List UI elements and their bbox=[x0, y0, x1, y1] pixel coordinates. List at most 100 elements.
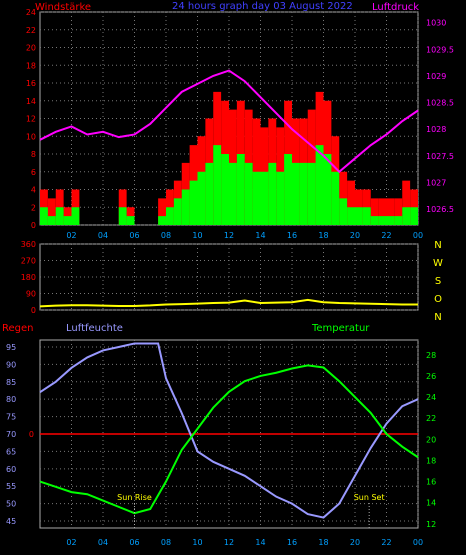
time-tick-label: 10 bbox=[192, 231, 202, 240]
wind-gust-bar bbox=[402, 207, 411, 225]
sun-set-label: Sun Set bbox=[354, 493, 385, 502]
wind-speed-bar bbox=[347, 180, 355, 225]
wind-speed-bar bbox=[158, 198, 166, 225]
temperature-tick-label: 14 bbox=[426, 499, 436, 508]
wind-gust-bar bbox=[386, 216, 395, 225]
pressure-tick-label: 1030 bbox=[426, 19, 446, 28]
wind-speed-tick-label: 24 bbox=[26, 8, 36, 17]
wind-gust-bar bbox=[205, 162, 214, 225]
wind-gust-bar bbox=[189, 180, 198, 225]
wind-gust-bar bbox=[118, 207, 127, 225]
wind-gust-bar bbox=[252, 171, 261, 225]
time-tick-label: 06 bbox=[129, 538, 139, 547]
time-tick-label: 02 bbox=[66, 538, 76, 547]
wind-gust-bar bbox=[268, 162, 277, 225]
wind-gust-bar bbox=[55, 207, 64, 225]
wind-speed-bar bbox=[47, 198, 56, 225]
wind-gust-bar bbox=[378, 216, 387, 225]
humidity-tick-label: 65 bbox=[6, 447, 16, 456]
wind-direction-tick-label: 360 bbox=[21, 240, 36, 249]
temperature-tick-label: 18 bbox=[426, 456, 436, 465]
wind-gust-bar bbox=[355, 207, 363, 225]
time-tick-label: 20 bbox=[350, 231, 360, 240]
temperature-line bbox=[39, 364, 419, 515]
sun-rise-label: Sun Rise bbox=[117, 493, 152, 502]
rain-axis-title: Regen bbox=[2, 323, 34, 334]
temperature-tick-label: 26 bbox=[426, 372, 436, 381]
wind-gust-bar bbox=[347, 207, 355, 225]
time-tick-label: 20 bbox=[350, 538, 360, 547]
wind-speed-tick-label: 4 bbox=[31, 186, 36, 195]
humidity-tick-label: 80 bbox=[6, 395, 16, 404]
humidity-tick-label: 45 bbox=[6, 517, 16, 526]
wind-speed-tick-label: 6 bbox=[31, 168, 36, 177]
time-tick-label: 04 bbox=[98, 231, 108, 240]
time-tick-label: 18 bbox=[318, 231, 328, 240]
wind-speed-bar bbox=[386, 198, 395, 225]
wind-direction-tick-label: 180 bbox=[21, 273, 36, 282]
wind-gust-bar bbox=[63, 216, 72, 225]
time-tick-label: 22 bbox=[381, 538, 391, 547]
wind-gust-bar bbox=[173, 198, 182, 225]
wind-gust-bar bbox=[292, 162, 300, 225]
wind-speed-tick-label: 10 bbox=[26, 132, 36, 141]
wind-speed-bar bbox=[370, 198, 379, 225]
wind-direction-tick-label: 270 bbox=[21, 257, 36, 266]
wind-gust-bar bbox=[362, 207, 371, 225]
time-tick-label: 14 bbox=[255, 538, 265, 547]
wind-speed-tick-label: 16 bbox=[26, 79, 36, 88]
wind-gust-bar bbox=[339, 198, 348, 225]
rain-tick-label: 0 bbox=[29, 430, 34, 439]
wind-speed-bar bbox=[402, 180, 411, 225]
wind-gust-bar bbox=[181, 189, 190, 225]
time-tick-label: 08 bbox=[161, 538, 171, 547]
wind-direction-line bbox=[39, 298, 418, 308]
wind-gust-bar bbox=[331, 171, 340, 225]
wind-speed-tick-label: 2 bbox=[31, 203, 36, 212]
temperature-tick-label: 24 bbox=[426, 393, 436, 402]
chart-title: 24 hours graph day 03 August 2022 bbox=[172, 1, 353, 12]
time-tick-label: 00 bbox=[413, 231, 423, 240]
wind-gust-bar bbox=[410, 207, 418, 225]
time-tick-label: 12 bbox=[224, 231, 234, 240]
pressure-line bbox=[39, 69, 419, 174]
wind-gust-bar bbox=[221, 154, 229, 225]
wind-direction-tick-label: 0 bbox=[31, 306, 36, 315]
wind-speed-bar bbox=[378, 198, 387, 225]
wind-gust-bar bbox=[47, 216, 56, 225]
wind-gust-bar bbox=[40, 207, 48, 225]
wind-direction-tick-label: 90 bbox=[26, 290, 36, 299]
wind-gust-bar bbox=[370, 216, 379, 225]
humidity-tick-label: 90 bbox=[6, 360, 16, 369]
humidity-tick-label: 50 bbox=[6, 500, 16, 509]
humidity-tick-label: 85 bbox=[6, 378, 16, 387]
time-tick-label: 06 bbox=[129, 231, 139, 240]
temperature-axis-title: Temperatur bbox=[311, 323, 370, 334]
time-tick-label: 22 bbox=[381, 231, 391, 240]
time-tick-label: 00 bbox=[413, 538, 423, 547]
wind-speed-tick-label: 18 bbox=[26, 61, 36, 70]
pressure-tick-label: 1029.5 bbox=[426, 45, 454, 54]
compass-label: N bbox=[434, 240, 441, 251]
wind-gust-bar bbox=[315, 145, 324, 225]
wind-speed-tick-label: 14 bbox=[26, 97, 36, 106]
time-tick-label: 16 bbox=[287, 231, 297, 240]
wind-gust-bar bbox=[260, 171, 269, 225]
wind-speed-tick-label: 12 bbox=[26, 115, 36, 124]
time-tick-label: 02 bbox=[66, 231, 76, 240]
temperature-tick-label: 28 bbox=[426, 351, 436, 360]
time-tick-label: 14 bbox=[255, 231, 265, 240]
pressure-axis-title: Luftdruck bbox=[372, 2, 419, 13]
wind-speed-bar bbox=[394, 198, 403, 225]
wind-speed-tick-label: 20 bbox=[26, 44, 36, 53]
time-tick-label: 04 bbox=[98, 538, 108, 547]
wind-gust-bar bbox=[197, 171, 206, 225]
wind-gust-bar bbox=[299, 162, 308, 225]
wind-gust-bar bbox=[307, 162, 316, 225]
wind-gust-bar bbox=[229, 162, 237, 225]
time-tick-label: 12 bbox=[224, 538, 234, 547]
wind-gust-bar bbox=[276, 171, 285, 225]
humidity-axis-title: Luftfeuchte bbox=[66, 323, 123, 334]
temperature-tick-label: 16 bbox=[426, 478, 436, 487]
